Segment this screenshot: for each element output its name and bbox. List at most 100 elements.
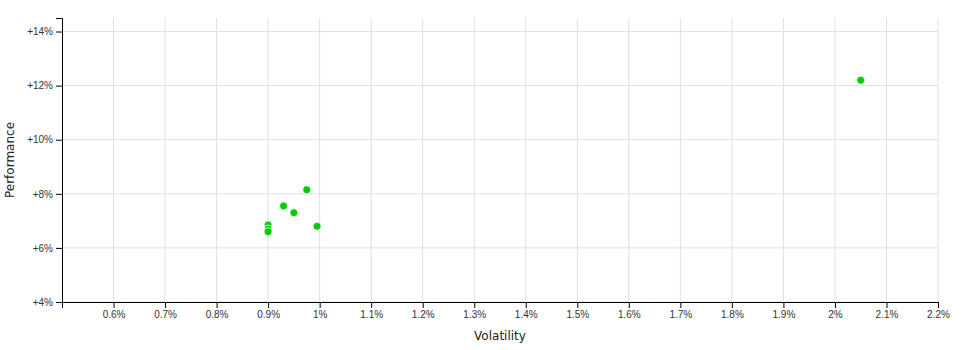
point <box>264 228 272 236</box>
x-grid-line <box>371 18 372 302</box>
x-tick-mark <box>371 302 372 308</box>
point <box>290 209 298 217</box>
x-tick: 1.3% <box>463 302 486 320</box>
x-grid-line <box>268 18 269 302</box>
y-tick-mark <box>56 302 62 303</box>
x-axis: 0.6% 0.7% 0.8% 0.9% 1% 1.1% 1.2% 1.3% 1.4% 1.5% 1.… <box>63 302 951 320</box>
y-tick-mark <box>56 86 62 87</box>
y-tick: +10% <box>27 134 62 145</box>
x-tick: 1.6% <box>618 302 641 320</box>
y-tick-mark <box>56 194 62 195</box>
x-tick: 0.8% <box>206 302 229 320</box>
x-tick: 1.2% <box>412 302 435 320</box>
y-grid-line <box>62 193 938 194</box>
x-tick-label: 1.7% <box>669 309 692 320</box>
x-tick-label: 1.5% <box>566 309 589 320</box>
x-tick: 1.1% <box>360 302 383 320</box>
y-tick: +12% <box>27 80 62 91</box>
x-tick-label: 1.8% <box>721 309 744 320</box>
x-tick: 0.6% <box>103 302 126 320</box>
x-tick-label: 0.6% <box>103 309 126 320</box>
y-grid-line <box>62 247 938 248</box>
point <box>313 222 321 230</box>
x-tick-mark <box>835 302 836 308</box>
x-grid-line <box>680 18 681 302</box>
x-grid-line <box>834 18 835 302</box>
x-tick-mark <box>165 302 166 308</box>
y-tick-label: +4% <box>33 297 53 308</box>
x-tick-label: 1.4% <box>515 309 538 320</box>
x-tick-label: 1.9% <box>773 309 796 320</box>
x-tick: 2% <box>828 302 843 320</box>
grid <box>62 18 938 302</box>
x-grid-line <box>577 18 578 302</box>
points <box>264 76 865 235</box>
x-grid-line <box>886 18 887 302</box>
y-tick-label: +6% <box>33 243 53 254</box>
x-grid-line <box>319 18 320 302</box>
y-tick-mark <box>56 248 62 249</box>
x-tick: 2.1% <box>876 302 899 320</box>
y-grid-line <box>62 85 938 86</box>
y-tick-mark <box>56 32 62 33</box>
point <box>857 76 865 84</box>
y-tick: +4% <box>33 297 62 308</box>
x-tick-mark <box>938 302 939 308</box>
x-tick-label: 2.2% <box>927 309 950 320</box>
x-tick-label: 1.6% <box>618 309 641 320</box>
y-tick-label: +10% <box>27 134 53 145</box>
x-tick-label: 1.1% <box>360 309 383 320</box>
y-tick-label: +12% <box>27 80 53 91</box>
x-tick-label: 2.1% <box>876 309 899 320</box>
x-tick-mark <box>217 302 218 308</box>
x-tick-mark <box>474 302 475 308</box>
y-axis-title: Performance <box>3 122 17 198</box>
x-tick: 1.8% <box>721 302 744 320</box>
x-grid-line <box>474 18 475 302</box>
y-grid-line <box>62 139 938 140</box>
y-tick-label: +14% <box>27 26 53 37</box>
x-tick-label: 0.9% <box>257 309 280 320</box>
x-tick-mark <box>783 302 784 308</box>
x-tick-mark <box>268 302 269 308</box>
x-grid-line <box>525 18 526 302</box>
x-tick-label: 0.8% <box>206 309 229 320</box>
x-tick-mark <box>114 302 115 308</box>
x-grid-line <box>113 18 114 302</box>
y-tick-label: +8% <box>33 189 53 200</box>
x-axis-title: Volatility <box>474 329 526 343</box>
y-grid-line <box>62 31 938 32</box>
x-tick-mark <box>629 302 630 308</box>
x-tick: 0.9% <box>257 302 280 320</box>
x-tick-label: 1.2% <box>412 309 435 320</box>
y-axis: +4% +6% +8% +10% +12% +14% <box>27 19 62 308</box>
x-grid-line <box>422 18 423 302</box>
x-tick-mark <box>732 302 733 308</box>
x-tick-mark <box>320 302 321 308</box>
x-tick-mark <box>423 302 424 308</box>
x-tick: 1.5% <box>566 302 589 320</box>
x-tick-label: 1.3% <box>463 309 486 320</box>
x-tick-mark <box>680 302 681 308</box>
y-tick: +6% <box>33 243 62 254</box>
x-tick: 0.7% <box>154 302 177 320</box>
x-grid-line <box>216 18 217 302</box>
x-grid-line <box>938 18 939 302</box>
x-tick-mark <box>886 302 887 308</box>
x-tick-mark <box>526 302 527 308</box>
x-tick-mark <box>577 302 578 308</box>
y-tick: +8% <box>33 189 62 200</box>
x-grid-line <box>165 18 166 302</box>
x-grid-line <box>628 18 629 302</box>
y-axis-line <box>56 19 63 303</box>
x-tick-label: 0.7% <box>154 309 177 320</box>
x-tick: 1.7% <box>669 302 692 320</box>
x-tick: 1% <box>313 302 328 320</box>
x-tick: 2.2% <box>927 302 950 320</box>
y-tick-mark <box>56 140 62 141</box>
x-tick-label: 2% <box>828 309 843 320</box>
chart: 0.6% 0.7% 0.8% 0.9% 1% 1.1% 1.2% 1.3% 1.4% 1.5% 1.… <box>0 0 966 350</box>
y-tick: +14% <box>27 26 62 37</box>
x-tick: 1.4% <box>515 302 538 320</box>
plot: 0.6% 0.7% 0.8% 0.9% 1% 1.1% 1.2% 1.3% 1.4% 1.5% 1.… <box>3 18 950 343</box>
